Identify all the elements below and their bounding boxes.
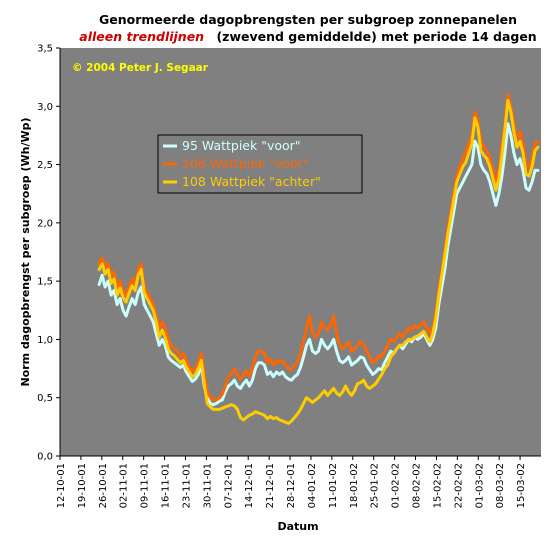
series-layer (97, 93, 540, 425)
series-line-0 (97, 122, 540, 407)
chart-subtitle-rest: (zwevend gemiddelde) met periode 14 dage… (216, 29, 536, 44)
y-tick-label-7: 3,5 (37, 44, 53, 55)
y-tick-label-6: 3,0 (37, 102, 53, 113)
x-tick-label-21: 08-03-02 (495, 463, 506, 508)
axes-layer: 0,0 0,5 1,0 1,5 2,0 2,5 3,0 3,5 12-10-01 19-10-01… (37, 44, 541, 508)
chart-subtitle-highlight: alleen trendlijnen (79, 29, 204, 44)
y-tick-label-3: 1,5 (37, 277, 53, 288)
x-tick-label-1: 19-10-01 (77, 463, 88, 508)
plot-area (60, 48, 541, 456)
y-tick-label-2: 1,0 (37, 335, 53, 346)
legend-entry-1: 108 Wattpiek "voor" (182, 156, 309, 171)
x-tick-label-22: 15-03-02 (516, 463, 527, 508)
x-tick-label-6: 23-11-01 (182, 463, 193, 508)
x-tick-label-10: 21-12-01 (265, 463, 276, 508)
x-tick-label-0: 12-10-01 (56, 463, 67, 508)
legend: 95 Wattpiek "voor" 108 Wattpiek "voor" 1… (157, 134, 363, 194)
x-tick-label-18: 15-02-02 (432, 463, 443, 508)
chart-title: Genormeerde dagopbrengsten per subgroep … (99, 12, 517, 27)
x-tick-label-11: 28-12-01 (286, 463, 297, 508)
x-tick-label-8: 07-12-01 (223, 463, 234, 508)
legend-entry-0: 95 Wattpiek "voor" (182, 138, 301, 153)
x-tick-label-4: 09-11-01 (140, 463, 151, 508)
y-tick-label-1: 0,5 (37, 393, 53, 404)
y-tick-label-0: 0,0 (37, 452, 53, 463)
legend-entry-2: 108 Wattpiek "achter" (182, 174, 321, 189)
series-line-1 (97, 93, 540, 402)
x-axis-label: Datum (277, 520, 318, 533)
y-tick-label-4: 2,0 (37, 218, 53, 229)
legend-box (157, 134, 363, 194)
x-tick-label-16: 01-02-02 (391, 463, 402, 508)
x-tick-label-9: 14-12-01 (244, 463, 255, 508)
x-tick-label-3: 02-11-01 (119, 463, 130, 508)
copyright-label: © 2004 Peter J. Segaar (72, 62, 209, 74)
series-line-2 (97, 99, 540, 425)
x-tick-label-13: 11-01-02 (328, 463, 339, 508)
x-tick-label-20: 01-03-02 (474, 463, 485, 508)
x-tick-label-12: 04-01-02 (307, 463, 318, 508)
chart-subtitle: alleen trendlijnen (zwevend gemiddelde) … (79, 29, 536, 44)
x-tick-label-5: 16-11-01 (161, 463, 172, 508)
x-tick-label-15: 25-01-02 (370, 463, 381, 508)
x-tick-label-2: 26-10-01 (98, 463, 109, 508)
x-tick-label-17: 08-02-02 (412, 463, 423, 508)
x-tick-label-7: 30-11-01 (202, 463, 213, 508)
x-tick-label-14: 18-01-02 (349, 463, 360, 508)
y-tick-label-5: 2,5 (37, 160, 53, 171)
y-axis-label: Norm dagopbrengst per subgroep (Wh/Wp) (19, 117, 32, 386)
x-tick-label-19: 22-02-02 (453, 463, 464, 508)
